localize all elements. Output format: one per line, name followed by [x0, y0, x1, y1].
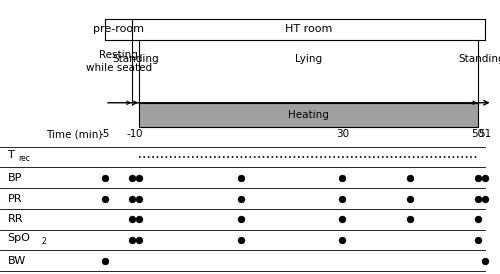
- Text: BP: BP: [8, 173, 22, 183]
- Text: -5: -5: [100, 129, 110, 139]
- Text: rec: rec: [18, 154, 30, 163]
- Bar: [139, 103, 478, 127]
- Text: T: T: [8, 150, 14, 160]
- Text: SpO: SpO: [8, 233, 30, 243]
- Text: pre-room: pre-room: [93, 24, 144, 35]
- Text: 50: 50: [472, 129, 485, 139]
- Text: 30: 30: [336, 129, 349, 139]
- Text: Resting
while seated: Resting while seated: [86, 50, 152, 73]
- Text: HT room: HT room: [285, 24, 333, 35]
- Text: BW: BW: [8, 256, 26, 266]
- Text: Standing: Standing: [458, 54, 500, 64]
- Text: RR: RR: [8, 214, 23, 224]
- Text: Heating: Heating: [288, 110, 329, 120]
- Text: 0: 0: [136, 129, 142, 139]
- Text: Standing: Standing: [112, 54, 159, 64]
- Text: 2: 2: [42, 237, 46, 246]
- Text: 51: 51: [478, 129, 492, 139]
- Text: Time (min): Time (min): [46, 129, 102, 139]
- Text: -1: -1: [127, 129, 138, 139]
- Text: PR: PR: [8, 193, 22, 204]
- Text: Lying: Lying: [295, 54, 322, 64]
